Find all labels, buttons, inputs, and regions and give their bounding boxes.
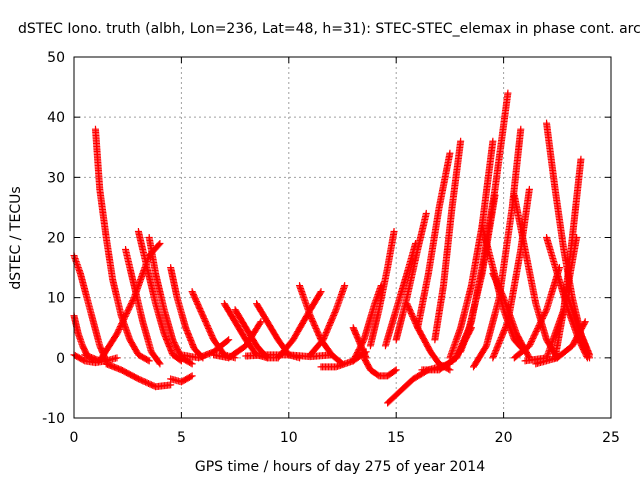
y-tick-label: 20 [47, 231, 65, 247]
data-point [187, 373, 195, 381]
data-point [187, 359, 195, 367]
data-point [341, 282, 349, 290]
data-point [316, 289, 324, 297]
series-arc-16 [231, 306, 282, 362]
series-arc-2 [70, 312, 91, 359]
series-arc-17 [253, 300, 304, 362]
data-point [445, 365, 453, 373]
series-arc-24 [349, 282, 385, 365]
data-points [70, 89, 594, 407]
series-arc-9 [145, 234, 196, 368]
data-point [503, 319, 511, 327]
y-tick-label: 40 [47, 110, 65, 126]
data-point [457, 137, 465, 145]
data-point [577, 155, 585, 163]
data-point [144, 356, 152, 364]
data-point [155, 241, 163, 249]
series-arc-28 [381, 240, 420, 350]
data-point [446, 149, 454, 157]
series-arc-46 [551, 155, 585, 362]
series-arc-30 [403, 300, 454, 374]
data-point [446, 366, 454, 374]
data-point [156, 360, 164, 368]
data-point [188, 372, 196, 380]
y-axis-label: dSTEC / TECUs [8, 186, 24, 289]
y-tick-label: 50 [47, 50, 65, 66]
data-point [586, 354, 594, 362]
series-arc-4 [91, 125, 153, 365]
series-arc-32 [431, 137, 465, 344]
series-arc-26 [366, 227, 398, 350]
chart-title: dSTEC Iono. truth (albh, Lon=236, Lat=48… [18, 21, 640, 37]
x-axis-label: GPS time / hours of day 275 of year 2014 [195, 459, 485, 475]
data-point [390, 227, 398, 235]
x-tick-labels: 0 5 10 15 20 25 [70, 430, 620, 446]
data-point [581, 318, 589, 326]
series-arc-8 [134, 227, 185, 365]
series-arc-37 [470, 125, 525, 371]
data-point [422, 209, 430, 217]
plot-frame [73, 56, 612, 419]
data-point [167, 381, 175, 389]
data-point [391, 367, 399, 375]
series-arc-13 [188, 288, 239, 362]
series-arc-7 [122, 246, 164, 368]
data-point [155, 359, 163, 367]
series-arc-1 [70, 252, 110, 365]
y-tick-label: 10 [47, 291, 65, 307]
data-point [525, 185, 533, 193]
data-point [392, 366, 400, 374]
x-tick-label: 10 [280, 430, 298, 446]
data-point [188, 360, 196, 368]
y-tick-label: 0 [56, 351, 65, 367]
data-point [517, 125, 525, 133]
data-point [331, 307, 339, 315]
data-point [489, 137, 497, 145]
data-point [156, 240, 164, 248]
series-arc-21 [306, 282, 349, 359]
data-point [257, 318, 265, 326]
x-tick-label: 5 [177, 430, 186, 446]
series-arc-25 [360, 354, 400, 380]
series-arc-42 [510, 264, 563, 362]
y-tick-label: -10 [42, 411, 65, 427]
series-arc-31 [414, 149, 454, 332]
x-tick-label: 20 [495, 430, 513, 446]
data-point [145, 357, 153, 365]
x-tick-label: 0 [70, 430, 79, 446]
series-arc-48 [564, 294, 594, 362]
data-point [225, 336, 233, 344]
data-point [223, 337, 231, 345]
data-point [256, 319, 264, 327]
data-point [504, 89, 512, 97]
data-point [581, 319, 589, 327]
series-arc-6 [102, 360, 175, 391]
series-arc-11 [167, 372, 196, 386]
y-tick-labels: -10 0 10 20 30 40 50 [42, 50, 65, 427]
x-tick-label: 15 [387, 430, 405, 446]
data-point [317, 288, 325, 296]
x-tick-label: 25 [602, 430, 620, 446]
series-arc-35 [446, 137, 497, 362]
data-point [542, 307, 550, 315]
data-point [113, 354, 121, 362]
y-tick-label: 30 [47, 170, 65, 186]
